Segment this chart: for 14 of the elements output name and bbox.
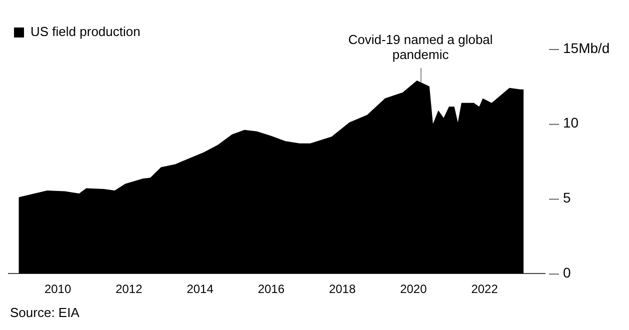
y-tick-label: 15Mb/d bbox=[563, 40, 610, 56]
source-note: Source: EIA bbox=[10, 305, 80, 320]
x-tick-label: 2020 bbox=[400, 282, 428, 296]
y-tick-label: 0 bbox=[563, 264, 571, 280]
x-tick-label: 2012 bbox=[116, 282, 143, 296]
x-tick-label: 2016 bbox=[258, 282, 285, 296]
y-tick-label: 5 bbox=[563, 190, 571, 206]
ref-line-label: Covid-19 named a global pandemic bbox=[348, 32, 493, 62]
y-tick-label: 10 bbox=[563, 114, 579, 131]
x-tick-label: 2018 bbox=[328, 282, 356, 296]
x-tick-label: 2022 bbox=[471, 282, 498, 296]
legend-label: US field production bbox=[30, 24, 140, 40]
x-tick-label: 2014 bbox=[186, 282, 214, 296]
x-tick-label: 2010 bbox=[44, 282, 72, 296]
